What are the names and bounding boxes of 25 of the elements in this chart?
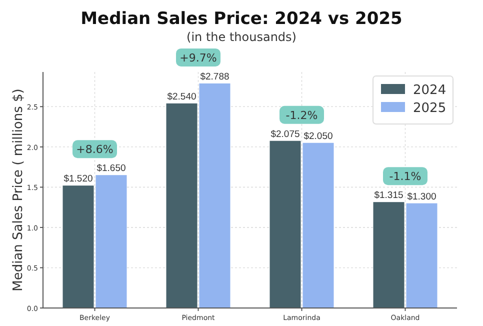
data-label: $1.650 — [96, 163, 126, 174]
annotation: -1.1% — [389, 170, 422, 184]
bar — [199, 83, 230, 308]
data-label: $2.788 — [200, 71, 230, 82]
text: +9.7% — [180, 51, 217, 64]
chart-title: Median Sales Price: 2024 vs 2025 — [80, 9, 402, 29]
bar — [406, 203, 438, 308]
data-label: $1.520 — [64, 174, 93, 185]
bar — [166, 103, 198, 308]
data-label: $1.315 — [374, 190, 404, 202]
bar — [373, 202, 404, 308]
legend-label: 2025 — [413, 101, 446, 116]
bar — [62, 186, 94, 308]
bar — [96, 175, 127, 308]
data-label: $2.050 — [304, 130, 333, 142]
y-axis-title: Median Sales Price ( millions $) — [11, 88, 26, 292]
chart-subtitle: (in the thousands) — [186, 30, 296, 44]
bar — [270, 140, 301, 308]
annotation: +8.6% — [76, 143, 114, 156]
annotation: -1.2% — [286, 108, 318, 122]
bar — [302, 142, 334, 308]
data-label: $1.300 — [407, 191, 436, 202]
legend-label: 2024 — [413, 83, 446, 98]
data-label: $2.540 — [167, 91, 196, 102]
data-label: $2.075 — [270, 128, 300, 140]
